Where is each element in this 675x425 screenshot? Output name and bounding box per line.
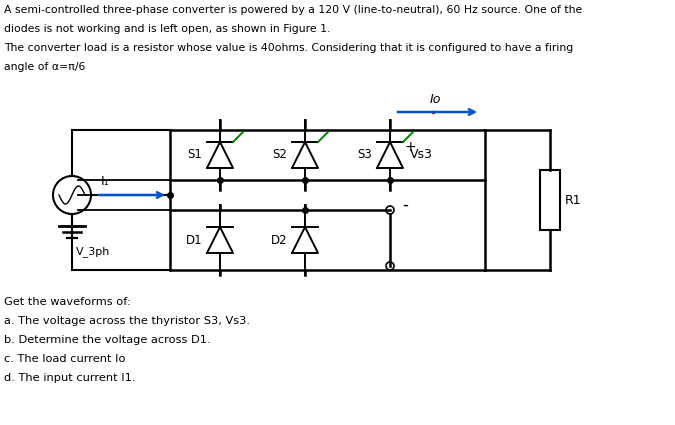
Text: angle of α=π/6: angle of α=π/6 — [4, 62, 85, 72]
Text: S2: S2 — [272, 148, 287, 162]
Text: a. The voltage across the thyristor S3, Vs3.: a. The voltage across the thyristor S3, … — [4, 316, 250, 326]
Text: d. The input current I1.: d. The input current I1. — [4, 373, 136, 383]
Text: R1: R1 — [565, 193, 582, 207]
Text: I₁: I₁ — [101, 175, 109, 188]
Text: S1: S1 — [187, 148, 202, 162]
Text: The converter load is a resistor whose value is 40ohms. Considering that it is c: The converter load is a resistor whose v… — [4, 43, 573, 53]
Text: +: + — [405, 140, 416, 154]
Text: A semi-controlled three-phase converter is powered by a 120 V (line-to-neutral),: A semi-controlled three-phase converter … — [4, 5, 583, 15]
Text: Get the waveforms of:: Get the waveforms of: — [4, 297, 131, 307]
Text: D1: D1 — [186, 233, 202, 246]
Text: diodes is not working and is left open, as shown in Figure 1.: diodes is not working and is left open, … — [4, 24, 330, 34]
Text: Io: Io — [430, 93, 441, 106]
Text: V_3ph: V_3ph — [76, 246, 111, 257]
Text: S3: S3 — [357, 148, 372, 162]
Text: D2: D2 — [271, 233, 287, 246]
Text: -: - — [402, 196, 408, 214]
Text: b. Determine the voltage across D1.: b. Determine the voltage across D1. — [4, 335, 211, 345]
Text: Vs3: Vs3 — [410, 148, 433, 162]
Text: c. The load current Io: c. The load current Io — [4, 354, 126, 364]
Bar — [540, 170, 560, 230]
